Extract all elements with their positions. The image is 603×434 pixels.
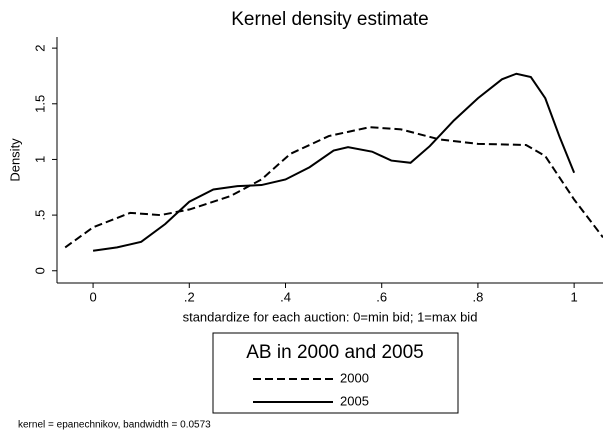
line-2000: [64, 126, 603, 249]
chart-title: Kernel density estimate: [231, 9, 429, 30]
legend-title: AB in 2000 and 2005: [246, 342, 424, 363]
x-tick-label: .8: [473, 289, 484, 304]
y-tick-label: 1: [32, 156, 47, 163]
y-tick-label: 1.5: [32, 95, 47, 113]
x-tick-label: 0: [89, 289, 96, 304]
y-tick-label: 2: [32, 45, 47, 52]
x-tick-label: .6: [376, 289, 387, 304]
y-tick-label: .5: [32, 210, 47, 221]
legend-label: 2000: [340, 370, 369, 385]
y-tick-label: 0: [32, 267, 47, 274]
x-tick-label: .2: [184, 289, 195, 304]
x-axis-label: standardize for each auction: 0=min bid;…: [183, 309, 478, 324]
x-tick-label: 1: [571, 289, 578, 304]
x-tick-label: .4: [280, 289, 291, 304]
note: kernel = epanechnikov, bandwidth = 0.057…: [18, 420, 211, 431]
legend-box: [212, 332, 459, 414]
y-axis-label: Density: [7, 138, 22, 182]
line-2005: [92, 72, 576, 252]
legend-label: 2005: [340, 393, 369, 408]
